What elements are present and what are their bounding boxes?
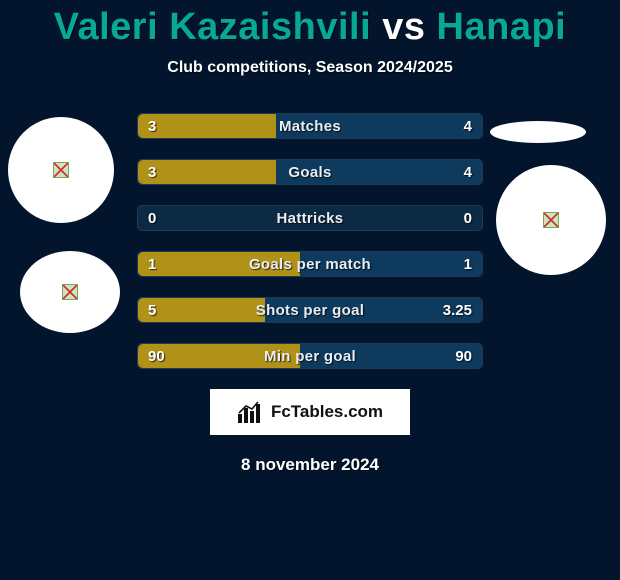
stat-fill-left bbox=[138, 298, 265, 322]
broken-image-icon bbox=[543, 212, 559, 228]
stat-fill-right bbox=[276, 114, 482, 138]
date-footer: 8 november 2024 bbox=[0, 455, 620, 475]
watermark-text: FcTables.com bbox=[271, 402, 383, 422]
stat-fill-right bbox=[300, 252, 482, 276]
stat-row: 34Matches bbox=[137, 113, 483, 139]
stat-fill-left bbox=[138, 252, 300, 276]
stat-fill-left bbox=[138, 114, 276, 138]
player2-name: Hanapi bbox=[437, 6, 567, 48]
watermark-chart-icon bbox=[237, 400, 265, 424]
broken-image-icon bbox=[62, 284, 78, 300]
player2-flag-placeholder bbox=[20, 251, 120, 333]
stat-row: 9090Min per goal bbox=[137, 343, 483, 369]
broken-image-icon bbox=[53, 162, 69, 178]
stat-label: Hattricks bbox=[138, 206, 482, 231]
stat-fill-right bbox=[265, 298, 482, 322]
comparison-title: Valeri Kazaishvili vs Hanapi bbox=[0, 0, 620, 49]
stat-fill-left bbox=[138, 160, 276, 184]
player1-flag-placeholder bbox=[490, 121, 586, 143]
stat-value-right: 0 bbox=[464, 206, 472, 231]
stat-row: 11Goals per match bbox=[137, 251, 483, 277]
vs-text: vs bbox=[382, 6, 425, 48]
player2-photo-placeholder bbox=[496, 165, 606, 275]
watermark: FcTables.com bbox=[210, 389, 410, 435]
comparison-arena: 34Matches 34Goals 0 0Hattricks 11Goals per m… bbox=[0, 113, 620, 369]
stat-value-left: 0 bbox=[148, 206, 156, 231]
stat-fill-left bbox=[138, 344, 300, 368]
stat-row: 53.25Shots per goal bbox=[137, 297, 483, 323]
player1-name: Valeri Kazaishvili bbox=[54, 6, 371, 48]
stat-fill-right bbox=[276, 160, 482, 184]
subtitle: Club competitions, Season 2024/2025 bbox=[0, 59, 620, 77]
stat-row: 0 0Hattricks bbox=[137, 205, 483, 231]
stat-fill-right bbox=[300, 344, 482, 368]
stat-bars: 34Matches 34Goals 0 0Hattricks 11Goals per m… bbox=[137, 113, 483, 369]
stat-row: 34Goals bbox=[137, 159, 483, 185]
player1-photo-placeholder bbox=[8, 117, 114, 223]
